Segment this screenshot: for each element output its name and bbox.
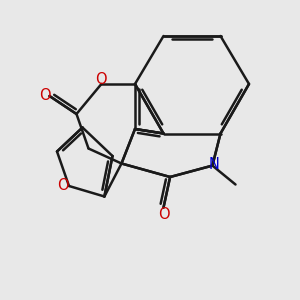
Text: O: O — [96, 72, 107, 87]
Text: N: N — [208, 157, 219, 172]
Text: O: O — [158, 207, 169, 222]
Text: O: O — [39, 88, 51, 104]
Text: O: O — [57, 178, 69, 194]
